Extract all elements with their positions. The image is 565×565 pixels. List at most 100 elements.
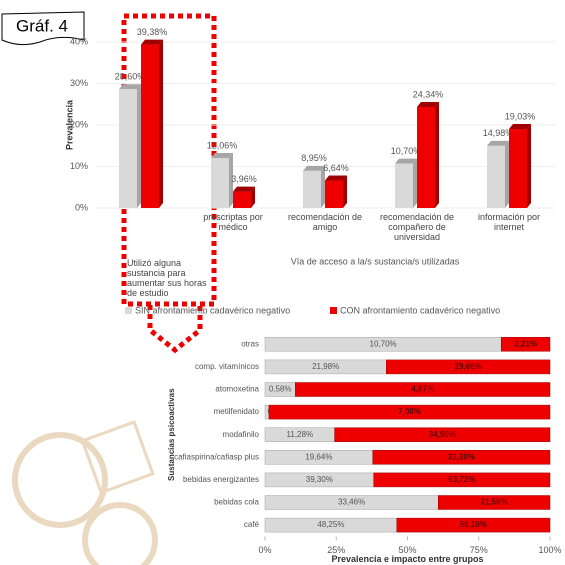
bar [395, 163, 413, 208]
value-label: 28,60% [115, 72, 146, 82]
bar-top [509, 124, 531, 130]
bar-top [233, 186, 255, 192]
bar-segment [268, 404, 551, 420]
bar-side [251, 186, 255, 208]
bar-top [417, 101, 439, 107]
value-label: 7,08% [398, 407, 421, 416]
label-box [1, 11, 85, 46]
bar-top [487, 140, 509, 146]
bar [487, 145, 505, 208]
bar-side [505, 140, 509, 208]
x-tick-label: 25% [327, 545, 345, 555]
value-label: 19,03% [505, 111, 536, 121]
x-tick-label: 50% [398, 545, 416, 555]
figure-label: Gráf. 4 [16, 16, 68, 35]
bar-side [527, 124, 531, 208]
y-tick-label: café [244, 520, 260, 529]
bar [325, 180, 343, 208]
bar [509, 129, 527, 208]
bar-side [159, 39, 163, 208]
bar-side [413, 158, 417, 208]
value-label: 0,58% [269, 385, 292, 394]
bar [303, 170, 321, 208]
y-tick-label: metilfenidato [214, 407, 260, 416]
y-tick-label: cafiaspirina/cafiasp plus [174, 452, 259, 461]
bar-segment [334, 427, 551, 442]
bar [119, 89, 137, 208]
y-tick-label: otras [241, 339, 259, 348]
bar [211, 157, 229, 208]
bar-side [321, 165, 325, 208]
value-label: 6,64% [323, 163, 349, 173]
value-label: 4,87% [411, 385, 434, 394]
bar [141, 44, 159, 208]
y-axis-title: Sustancias psicoactivas [167, 388, 176, 481]
y-tick-label: 40% [70, 36, 88, 46]
x-tick-label: recomendación de amigo [287, 212, 363, 232]
value-label: 10,70% [391, 146, 422, 156]
decoration [80, 420, 155, 495]
value-label: 3,96% [231, 174, 257, 184]
bar-top [119, 84, 141, 90]
decoration [12, 432, 108, 528]
y-tick-label: 0% [75, 202, 88, 212]
x-tick-label: 75% [470, 545, 488, 555]
y-tick-label: bebidas energizantes [183, 475, 259, 484]
highlight-arrow [147, 305, 203, 354]
x-axis-title: Prevalencia e impacto entre grupos [331, 554, 483, 564]
y-tick-label: bebidas cola [214, 498, 259, 507]
bar-top [303, 165, 325, 171]
bar [233, 191, 251, 208]
value-label: 29,66% [455, 362, 482, 371]
bar-top [141, 39, 163, 45]
x-tick-label: información por internet [477, 212, 541, 232]
legend-label: SIN afrontamiento cadavérico negativo [135, 305, 290, 315]
value-label: 14,98% [483, 128, 514, 138]
value-label: 48,25% [317, 520, 344, 529]
value-label: 2,21% [514, 339, 537, 348]
bar-top [211, 152, 233, 158]
bar [417, 106, 435, 208]
bar-side [435, 101, 439, 208]
value-label: 39,30% [306, 475, 333, 484]
bar-segment [295, 382, 551, 397]
value-label: 34,90% [429, 430, 456, 439]
bar-segment [500, 337, 551, 352]
value-label: 8,95% [301, 153, 327, 163]
decoration [82, 502, 158, 565]
value-label: 19,64% [305, 452, 332, 461]
value-label: 21,98% [312, 362, 339, 371]
bar-side [229, 152, 233, 208]
legend-swatch [330, 307, 337, 314]
value-label: 10,70% [370, 339, 397, 348]
bar-segment [386, 359, 551, 375]
y-tick-label: 30% [70, 78, 88, 88]
x-tick-label: 0% [258, 545, 271, 555]
legend-swatch [125, 307, 132, 314]
y-tick-label: 20% [70, 119, 88, 129]
value-label: 21,58% [481, 498, 508, 507]
bar-top [395, 158, 417, 164]
y-tick-label: modafinilo [223, 430, 260, 439]
x-tick-label: prescriptas por médico [203, 212, 263, 232]
bar-segment [396, 517, 551, 533]
bar-segment [373, 472, 551, 488]
y-tick-label: atomoxetina [215, 385, 259, 394]
value-label: 39,38% [137, 27, 168, 37]
legend-label: CON afrontamiento cadavérico negativo [340, 305, 500, 315]
value-label: 24,34% [413, 89, 444, 99]
value-label: 56,10% [460, 520, 487, 529]
y-axis-title: Prevalencia [64, 99, 74, 150]
bar-side [343, 175, 347, 208]
bar-segment [438, 495, 551, 510]
y-tick-label: 10% [70, 161, 88, 171]
x-tick-label: Utilizó alguna sustancia para aumentar s… [127, 258, 207, 298]
bar-side [137, 84, 141, 208]
x-tick-label: 100% [538, 545, 561, 555]
x-tick-label: recomendación de compañero de universida… [379, 212, 455, 242]
value-label: 32,30% [448, 452, 475, 461]
bar-segment [372, 450, 551, 465]
y-tick-label: comp. vitamínicos [195, 362, 259, 371]
